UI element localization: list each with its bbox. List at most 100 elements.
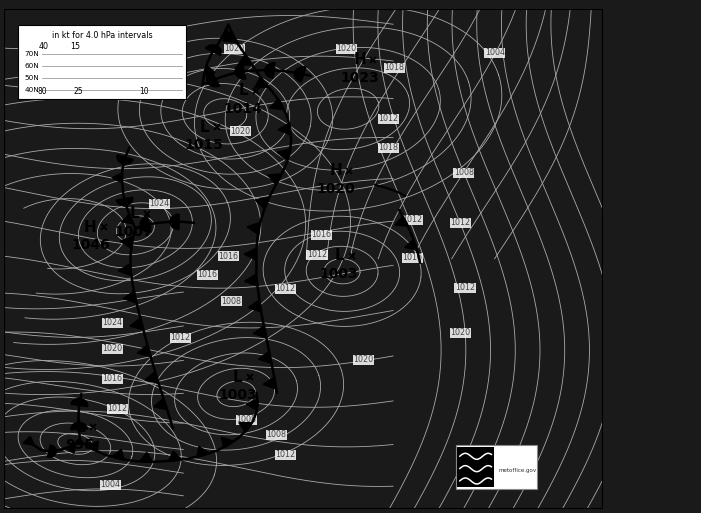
Polygon shape — [168, 451, 182, 461]
Text: 1023: 1023 — [341, 71, 379, 85]
Wedge shape — [71, 399, 88, 407]
Polygon shape — [139, 452, 153, 462]
Polygon shape — [270, 98, 284, 110]
Text: 1018: 1018 — [379, 143, 398, 152]
Polygon shape — [23, 437, 34, 445]
Text: 1016: 1016 — [102, 374, 123, 383]
Polygon shape — [248, 300, 261, 312]
Text: 60N: 60N — [25, 63, 39, 69]
Text: 1020: 1020 — [102, 344, 123, 353]
Text: 1014: 1014 — [224, 102, 263, 116]
Text: 1004: 1004 — [485, 48, 505, 57]
Text: 1016: 1016 — [402, 253, 422, 262]
Polygon shape — [120, 236, 133, 248]
Polygon shape — [246, 400, 258, 410]
Wedge shape — [116, 197, 132, 206]
Text: 1012: 1012 — [402, 215, 422, 224]
Text: H: H — [329, 163, 343, 179]
Text: L: L — [200, 120, 209, 135]
Polygon shape — [197, 446, 209, 457]
Text: L: L — [238, 83, 248, 98]
Text: 40N: 40N — [25, 87, 39, 93]
Text: 1018: 1018 — [384, 63, 404, 72]
Polygon shape — [238, 54, 252, 65]
Text: metoffice.gov: metoffice.gov — [498, 468, 536, 473]
Polygon shape — [111, 449, 124, 460]
Polygon shape — [253, 326, 266, 338]
Text: L: L — [233, 370, 242, 385]
Wedge shape — [48, 445, 56, 458]
Polygon shape — [204, 66, 215, 75]
Text: 1020: 1020 — [450, 328, 470, 338]
Polygon shape — [118, 264, 132, 275]
Text: 1004: 1004 — [100, 480, 120, 489]
Wedge shape — [265, 63, 275, 78]
Text: 80: 80 — [38, 87, 47, 96]
Polygon shape — [255, 198, 269, 209]
Polygon shape — [154, 398, 168, 410]
Polygon shape — [404, 240, 417, 250]
Text: 1020: 1020 — [353, 356, 373, 364]
Polygon shape — [130, 318, 144, 330]
Text: 1020: 1020 — [317, 182, 355, 196]
Polygon shape — [395, 216, 408, 226]
Text: 1003: 1003 — [218, 388, 257, 402]
Text: 1020: 1020 — [336, 44, 356, 53]
Polygon shape — [254, 77, 268, 88]
Text: 10: 10 — [139, 87, 149, 96]
Text: 1007: 1007 — [115, 225, 154, 239]
Text: H: H — [84, 220, 97, 235]
Text: 1024: 1024 — [149, 199, 170, 208]
Polygon shape — [244, 248, 257, 260]
Polygon shape — [268, 174, 282, 185]
Text: L: L — [130, 206, 139, 221]
Text: 1008: 1008 — [222, 297, 241, 306]
Text: 1046: 1046 — [71, 239, 110, 252]
Text: 40: 40 — [39, 42, 48, 51]
Text: 70N: 70N — [25, 51, 39, 57]
Polygon shape — [223, 31, 237, 42]
Wedge shape — [205, 45, 221, 55]
Wedge shape — [235, 64, 246, 79]
Text: 1008: 1008 — [454, 168, 474, 177]
Text: in kt for 4.0 hPa intervals: in kt for 4.0 hPa intervals — [52, 31, 153, 40]
Text: L: L — [334, 248, 344, 263]
Text: 1016: 1016 — [197, 270, 217, 279]
Text: 1012: 1012 — [450, 219, 470, 227]
Text: 1012: 1012 — [307, 250, 327, 259]
Polygon shape — [263, 377, 276, 389]
Text: 995: 995 — [66, 439, 95, 452]
Text: 1012: 1012 — [170, 333, 191, 342]
Text: 1012: 1012 — [455, 283, 475, 292]
Polygon shape — [123, 291, 137, 303]
Text: 1003: 1003 — [320, 267, 358, 281]
Polygon shape — [112, 173, 122, 183]
Polygon shape — [239, 423, 252, 432]
Wedge shape — [71, 422, 88, 430]
Polygon shape — [222, 30, 233, 38]
Bar — [18, 25, 186, 99]
Text: 1016: 1016 — [311, 230, 331, 239]
Wedge shape — [140, 216, 151, 232]
Text: 1008: 1008 — [236, 416, 257, 424]
Text: 1012: 1012 — [107, 404, 128, 413]
Wedge shape — [294, 67, 306, 82]
Text: 1012: 1012 — [275, 450, 295, 459]
Polygon shape — [121, 214, 133, 224]
Text: L: L — [76, 420, 85, 435]
Polygon shape — [86, 441, 98, 452]
Polygon shape — [258, 351, 271, 363]
Wedge shape — [207, 72, 219, 87]
Text: 25: 25 — [74, 87, 83, 96]
Polygon shape — [245, 274, 257, 286]
Polygon shape — [137, 345, 151, 357]
Bar — [456, 445, 537, 489]
Polygon shape — [222, 438, 233, 448]
Text: 50N: 50N — [25, 75, 39, 81]
Text: 15: 15 — [70, 42, 81, 51]
Text: 1016: 1016 — [218, 252, 238, 261]
Polygon shape — [278, 123, 291, 135]
Text: 1012: 1012 — [379, 114, 398, 123]
Text: 1020: 1020 — [230, 127, 250, 136]
Text: 1008: 1008 — [266, 430, 286, 439]
